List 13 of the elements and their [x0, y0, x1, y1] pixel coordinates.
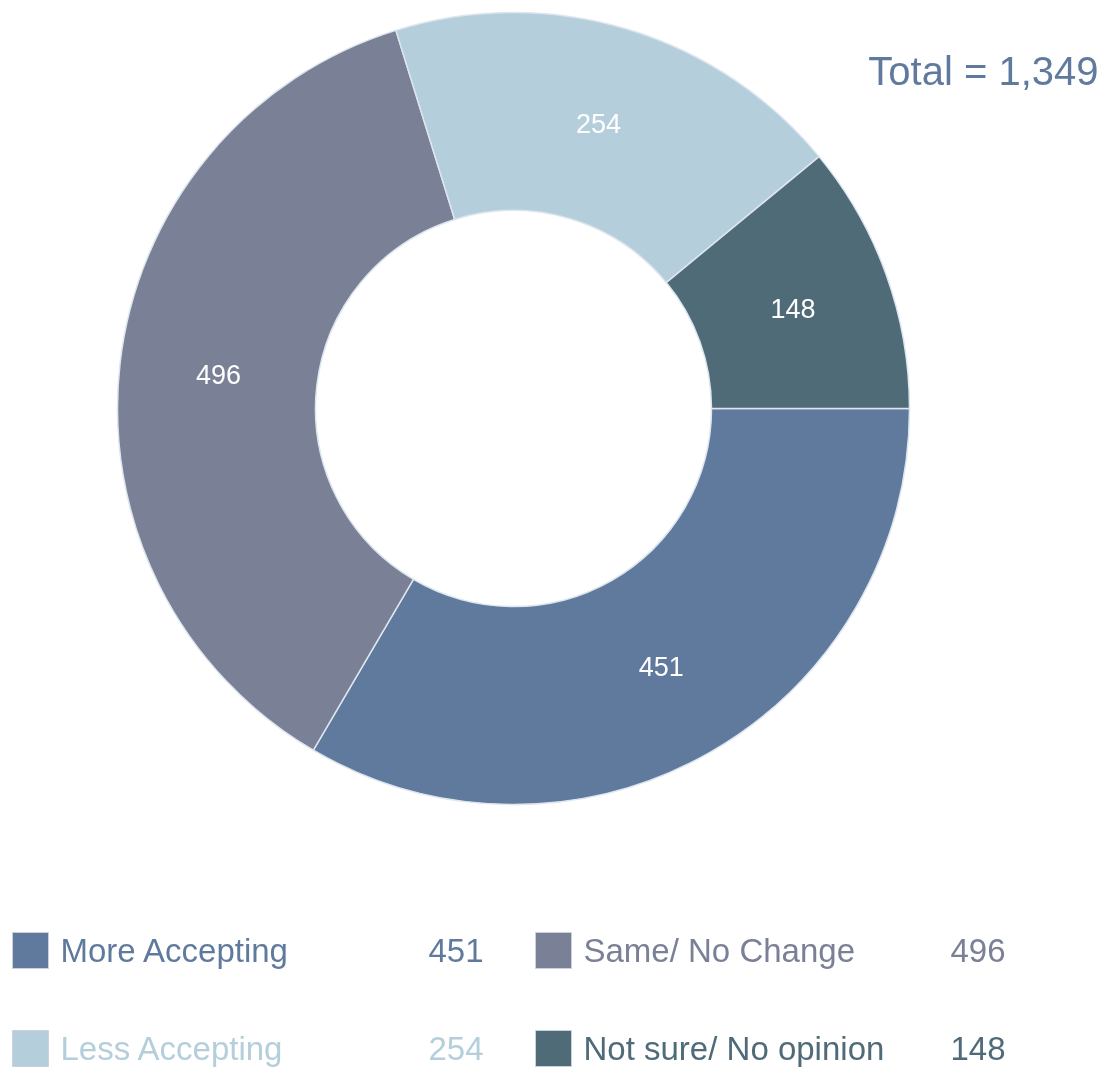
- data-label: 451: [638, 651, 684, 682]
- legend-label: More Accepting: [60, 932, 288, 969]
- legend-label: Not sure/ No opinion: [583, 1030, 885, 1067]
- text: 148: [950, 1030, 1006, 1067]
- text: 451: [428, 932, 484, 969]
- legend-label: Less Accepting: [60, 1030, 283, 1067]
- text: 254: [428, 1030, 484, 1067]
- data-label: 148: [770, 293, 816, 324]
- data-label: 496: [195, 360, 241, 391]
- text: 496: [950, 932, 1006, 969]
- text: Total = 1,349: [868, 48, 1099, 93]
- data-label: 254: [575, 109, 621, 140]
- legend-label: Same/ No Change: [583, 932, 855, 969]
